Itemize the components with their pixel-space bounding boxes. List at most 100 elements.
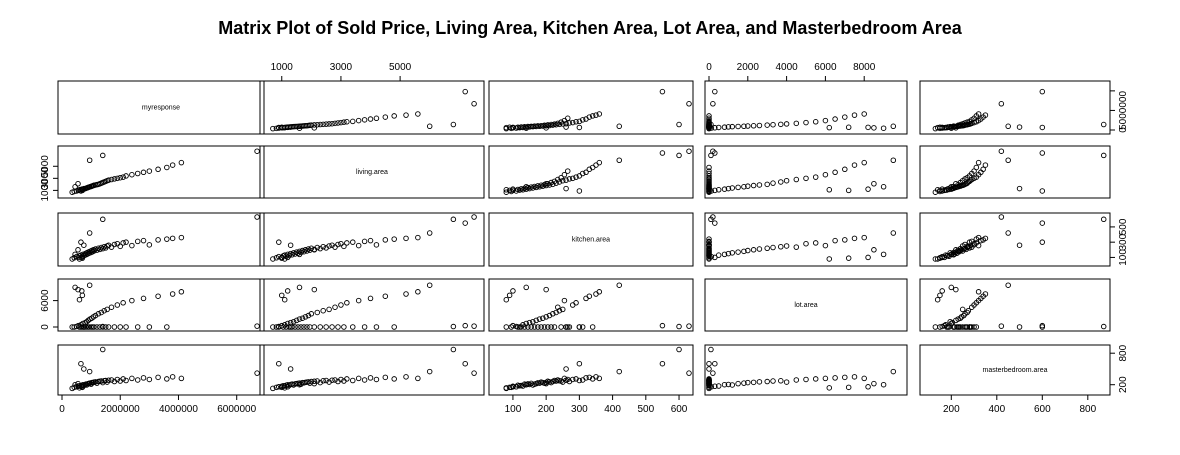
data-point <box>81 242 87 248</box>
data-point <box>276 324 282 330</box>
data-point <box>745 379 751 386</box>
data-point <box>382 114 389 120</box>
data-point <box>382 293 389 299</box>
data-point <box>543 314 549 320</box>
data-point <box>982 291 989 297</box>
data-point <box>1016 185 1023 192</box>
data-point <box>104 306 110 313</box>
panel-frame <box>704 145 908 199</box>
data-point <box>715 124 722 131</box>
data-point <box>712 88 718 95</box>
data-point <box>426 230 433 236</box>
data-point <box>114 175 121 182</box>
x-tick-label: 400 <box>604 404 621 415</box>
data-point <box>462 322 468 329</box>
data-point <box>305 312 312 319</box>
data-point <box>471 214 477 220</box>
data-point <box>382 237 389 243</box>
data-point <box>450 323 457 330</box>
data-point <box>111 176 118 182</box>
data-point <box>355 297 362 304</box>
data-point <box>120 376 126 382</box>
data-point <box>783 379 790 385</box>
data-point <box>845 384 852 391</box>
panel-frame <box>919 278 1111 332</box>
data-point <box>616 157 622 163</box>
data-point <box>140 169 147 176</box>
data-point <box>140 295 147 302</box>
data-point <box>506 124 513 131</box>
data-point <box>965 307 972 314</box>
data-point <box>865 254 871 261</box>
panel-frame <box>57 344 265 396</box>
data-point <box>287 366 294 372</box>
data-point <box>712 187 718 194</box>
data-point <box>391 376 397 382</box>
data-point <box>314 309 321 316</box>
data-point <box>326 243 332 249</box>
x-tick-label: 400 <box>988 404 1005 415</box>
data-point <box>1039 220 1046 226</box>
data-point <box>332 304 338 310</box>
data-point <box>471 101 477 107</box>
data-point <box>108 304 115 310</box>
data-point <box>169 235 176 242</box>
data-point <box>973 324 980 330</box>
data-point <box>822 171 829 178</box>
data-point <box>114 302 121 308</box>
data-point <box>155 293 161 299</box>
data-point <box>373 115 380 122</box>
data-point <box>756 182 763 188</box>
data-point <box>593 112 599 118</box>
data-point <box>955 324 961 330</box>
data-point <box>576 360 583 367</box>
data-point <box>706 164 712 171</box>
data-point <box>72 184 78 190</box>
data-point <box>555 377 561 383</box>
data-point <box>75 181 81 187</box>
data-point <box>513 384 520 390</box>
data-point <box>450 346 457 353</box>
data-point <box>851 112 858 118</box>
panel-frame <box>259 212 485 267</box>
data-point <box>558 119 564 125</box>
data-point <box>535 324 541 330</box>
data-point <box>373 242 380 248</box>
data-point <box>659 322 666 329</box>
data-point <box>279 255 285 261</box>
data-point <box>686 148 692 154</box>
data-point <box>320 307 326 314</box>
data-point <box>75 247 81 253</box>
data-point <box>344 240 350 246</box>
data-point <box>169 291 176 297</box>
data-point <box>355 117 362 124</box>
data-point <box>140 375 147 381</box>
data-point <box>273 125 280 132</box>
data-point <box>284 320 291 327</box>
data-point <box>164 324 170 330</box>
data-point <box>880 381 887 388</box>
data-point <box>320 243 326 250</box>
data-point <box>948 251 955 258</box>
data-point <box>998 214 1005 220</box>
data-point <box>81 366 87 372</box>
data-point <box>725 381 732 388</box>
data-point <box>426 123 433 130</box>
data-point <box>583 375 589 381</box>
data-point <box>403 235 409 242</box>
data-point <box>543 380 549 387</box>
data-point <box>111 241 118 248</box>
variable-label: lot.area <box>794 302 817 309</box>
x-tick-label: 5000 <box>389 62 412 73</box>
x-tick-label: 6000 <box>814 62 837 73</box>
y-tick-label: 1000 <box>40 179 51 202</box>
data-point <box>329 120 335 127</box>
data-point <box>332 377 338 383</box>
data-point <box>415 375 421 382</box>
data-point <box>842 114 848 120</box>
data-point <box>1039 150 1046 156</box>
data-point <box>178 375 185 382</box>
data-point <box>812 119 819 125</box>
data-point <box>164 376 170 382</box>
data-point <box>287 124 294 130</box>
